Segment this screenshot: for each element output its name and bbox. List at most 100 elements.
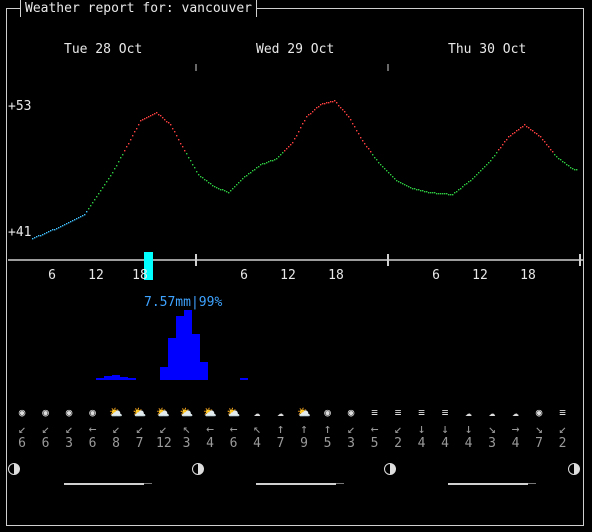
temperature-dot bbox=[208, 182, 210, 184]
temperature-dot bbox=[270, 160, 272, 162]
temperature-dot bbox=[534, 132, 536, 134]
temperature-dot bbox=[554, 154, 556, 156]
temperature-dot bbox=[268, 161, 270, 163]
temperature-dot bbox=[68, 222, 70, 224]
temperature-dot bbox=[156, 112, 158, 114]
temperature-dot bbox=[482, 168, 484, 170]
temperature-dot bbox=[172, 128, 174, 130]
temperature-dot bbox=[318, 106, 320, 108]
precip-bar bbox=[176, 316, 184, 380]
temperature-dot bbox=[90, 205, 92, 207]
temperature-dot bbox=[528, 127, 530, 129]
temperature-dot bbox=[174, 131, 176, 133]
temperature-dot bbox=[198, 174, 200, 176]
temperature-dot bbox=[324, 103, 326, 105]
precip-bar bbox=[104, 376, 112, 380]
temperature-dot bbox=[424, 191, 426, 193]
day-label-wed: Wed 29 Oct bbox=[256, 42, 335, 57]
precip-bar bbox=[200, 362, 208, 380]
wind-direction: ↙ bbox=[347, 422, 355, 437]
temperature-dot bbox=[384, 168, 386, 170]
temperature-dot bbox=[402, 183, 404, 185]
day-label-tue: Tue 28 Oct bbox=[64, 42, 143, 57]
day-label-thu: Thu 30 Oct bbox=[448, 42, 527, 57]
report-frame bbox=[6, 8, 584, 526]
wind-speed: 2 bbox=[394, 436, 402, 451]
temperature-dot bbox=[154, 113, 156, 115]
temperature-dot bbox=[230, 190, 232, 192]
temperature-dot bbox=[64, 224, 66, 226]
wind-direction: ← bbox=[206, 422, 214, 437]
temperature-dot bbox=[546, 144, 548, 146]
wind-speed: 7 bbox=[276, 436, 285, 451]
precip-summary-label: 7.57mm|99% bbox=[144, 295, 223, 310]
temperature-dot bbox=[340, 107, 342, 109]
temperature-dot bbox=[210, 183, 212, 185]
temperature-dot bbox=[266, 162, 268, 164]
temperature-dot bbox=[530, 129, 532, 131]
temperature-dot bbox=[94, 199, 96, 201]
wind-speed: 6 bbox=[229, 436, 238, 451]
temperature-dot bbox=[542, 139, 544, 141]
temperature-dot bbox=[440, 193, 442, 195]
temperature-dot bbox=[446, 193, 448, 195]
temperature-dot bbox=[350, 119, 352, 121]
temperature-dot bbox=[258, 166, 260, 168]
temperature-dot bbox=[108, 178, 110, 180]
wind-speed: 4 bbox=[464, 436, 473, 451]
cloud-icon: ☁ bbox=[277, 406, 284, 419]
temperature-dot bbox=[102, 187, 104, 189]
temperature-dot bbox=[508, 136, 510, 138]
temperature-dot bbox=[46, 232, 48, 234]
fog-icon: ≡ bbox=[441, 406, 449, 419]
temperature-dot bbox=[132, 135, 134, 137]
fog-icon: ≡ bbox=[394, 406, 402, 419]
cloud-icon: ☁ bbox=[512, 406, 519, 419]
temperature-dot bbox=[410, 187, 412, 189]
temperature-dot bbox=[458, 189, 460, 191]
temperature-dot bbox=[344, 111, 346, 113]
temperature-dot bbox=[486, 164, 488, 166]
temperature-dot bbox=[254, 169, 256, 171]
hour-tick-label: 6 bbox=[240, 268, 248, 283]
temperature-dot bbox=[390, 174, 392, 176]
temperature-dot bbox=[290, 144, 292, 146]
temperature-dot bbox=[196, 171, 198, 173]
hour-tick-label: 18 bbox=[520, 268, 536, 283]
sun-icon: ◉ bbox=[535, 406, 543, 419]
temperature-dot bbox=[470, 180, 472, 182]
temperature-dot bbox=[264, 163, 266, 165]
partly-cloudy-icon: ⛅ bbox=[203, 406, 217, 419]
temperature-dot bbox=[444, 193, 446, 195]
temperature-dot bbox=[168, 122, 170, 124]
temperature-dot bbox=[502, 144, 504, 146]
temperature-dot bbox=[540, 136, 542, 138]
half-moon-icon bbox=[192, 463, 204, 475]
wind-speed: 4 bbox=[253, 436, 261, 451]
temperature-dot bbox=[522, 126, 524, 128]
temperature-dot bbox=[242, 178, 244, 180]
hour-tick-label: 18 bbox=[132, 268, 148, 283]
temperature-dot bbox=[312, 111, 314, 113]
temperature-dot bbox=[54, 229, 56, 231]
temperature-dot bbox=[218, 188, 220, 190]
half-moon-icon bbox=[8, 463, 20, 475]
temperature-dot bbox=[50, 230, 52, 232]
temperature-dot bbox=[52, 229, 54, 231]
temperature-dot bbox=[396, 180, 398, 182]
half-moon-icon bbox=[384, 463, 396, 475]
temperature-dot bbox=[362, 140, 364, 142]
temperature-dot bbox=[142, 119, 144, 121]
temperature-dot bbox=[376, 159, 378, 161]
wind-direction: ↘ bbox=[488, 422, 496, 437]
daylight-bar-tail-2 bbox=[336, 483, 344, 484]
daylight-bar-1 bbox=[64, 483, 144, 485]
temperature-dot bbox=[492, 157, 494, 159]
temperature-dot bbox=[136, 128, 138, 130]
wind-speed: 6 bbox=[88, 436, 97, 451]
temperature-dot bbox=[98, 193, 100, 195]
wind-speed: 6 bbox=[41, 436, 50, 451]
fog-icon: ≡ bbox=[371, 406, 378, 419]
temperature-dot bbox=[558, 158, 560, 160]
